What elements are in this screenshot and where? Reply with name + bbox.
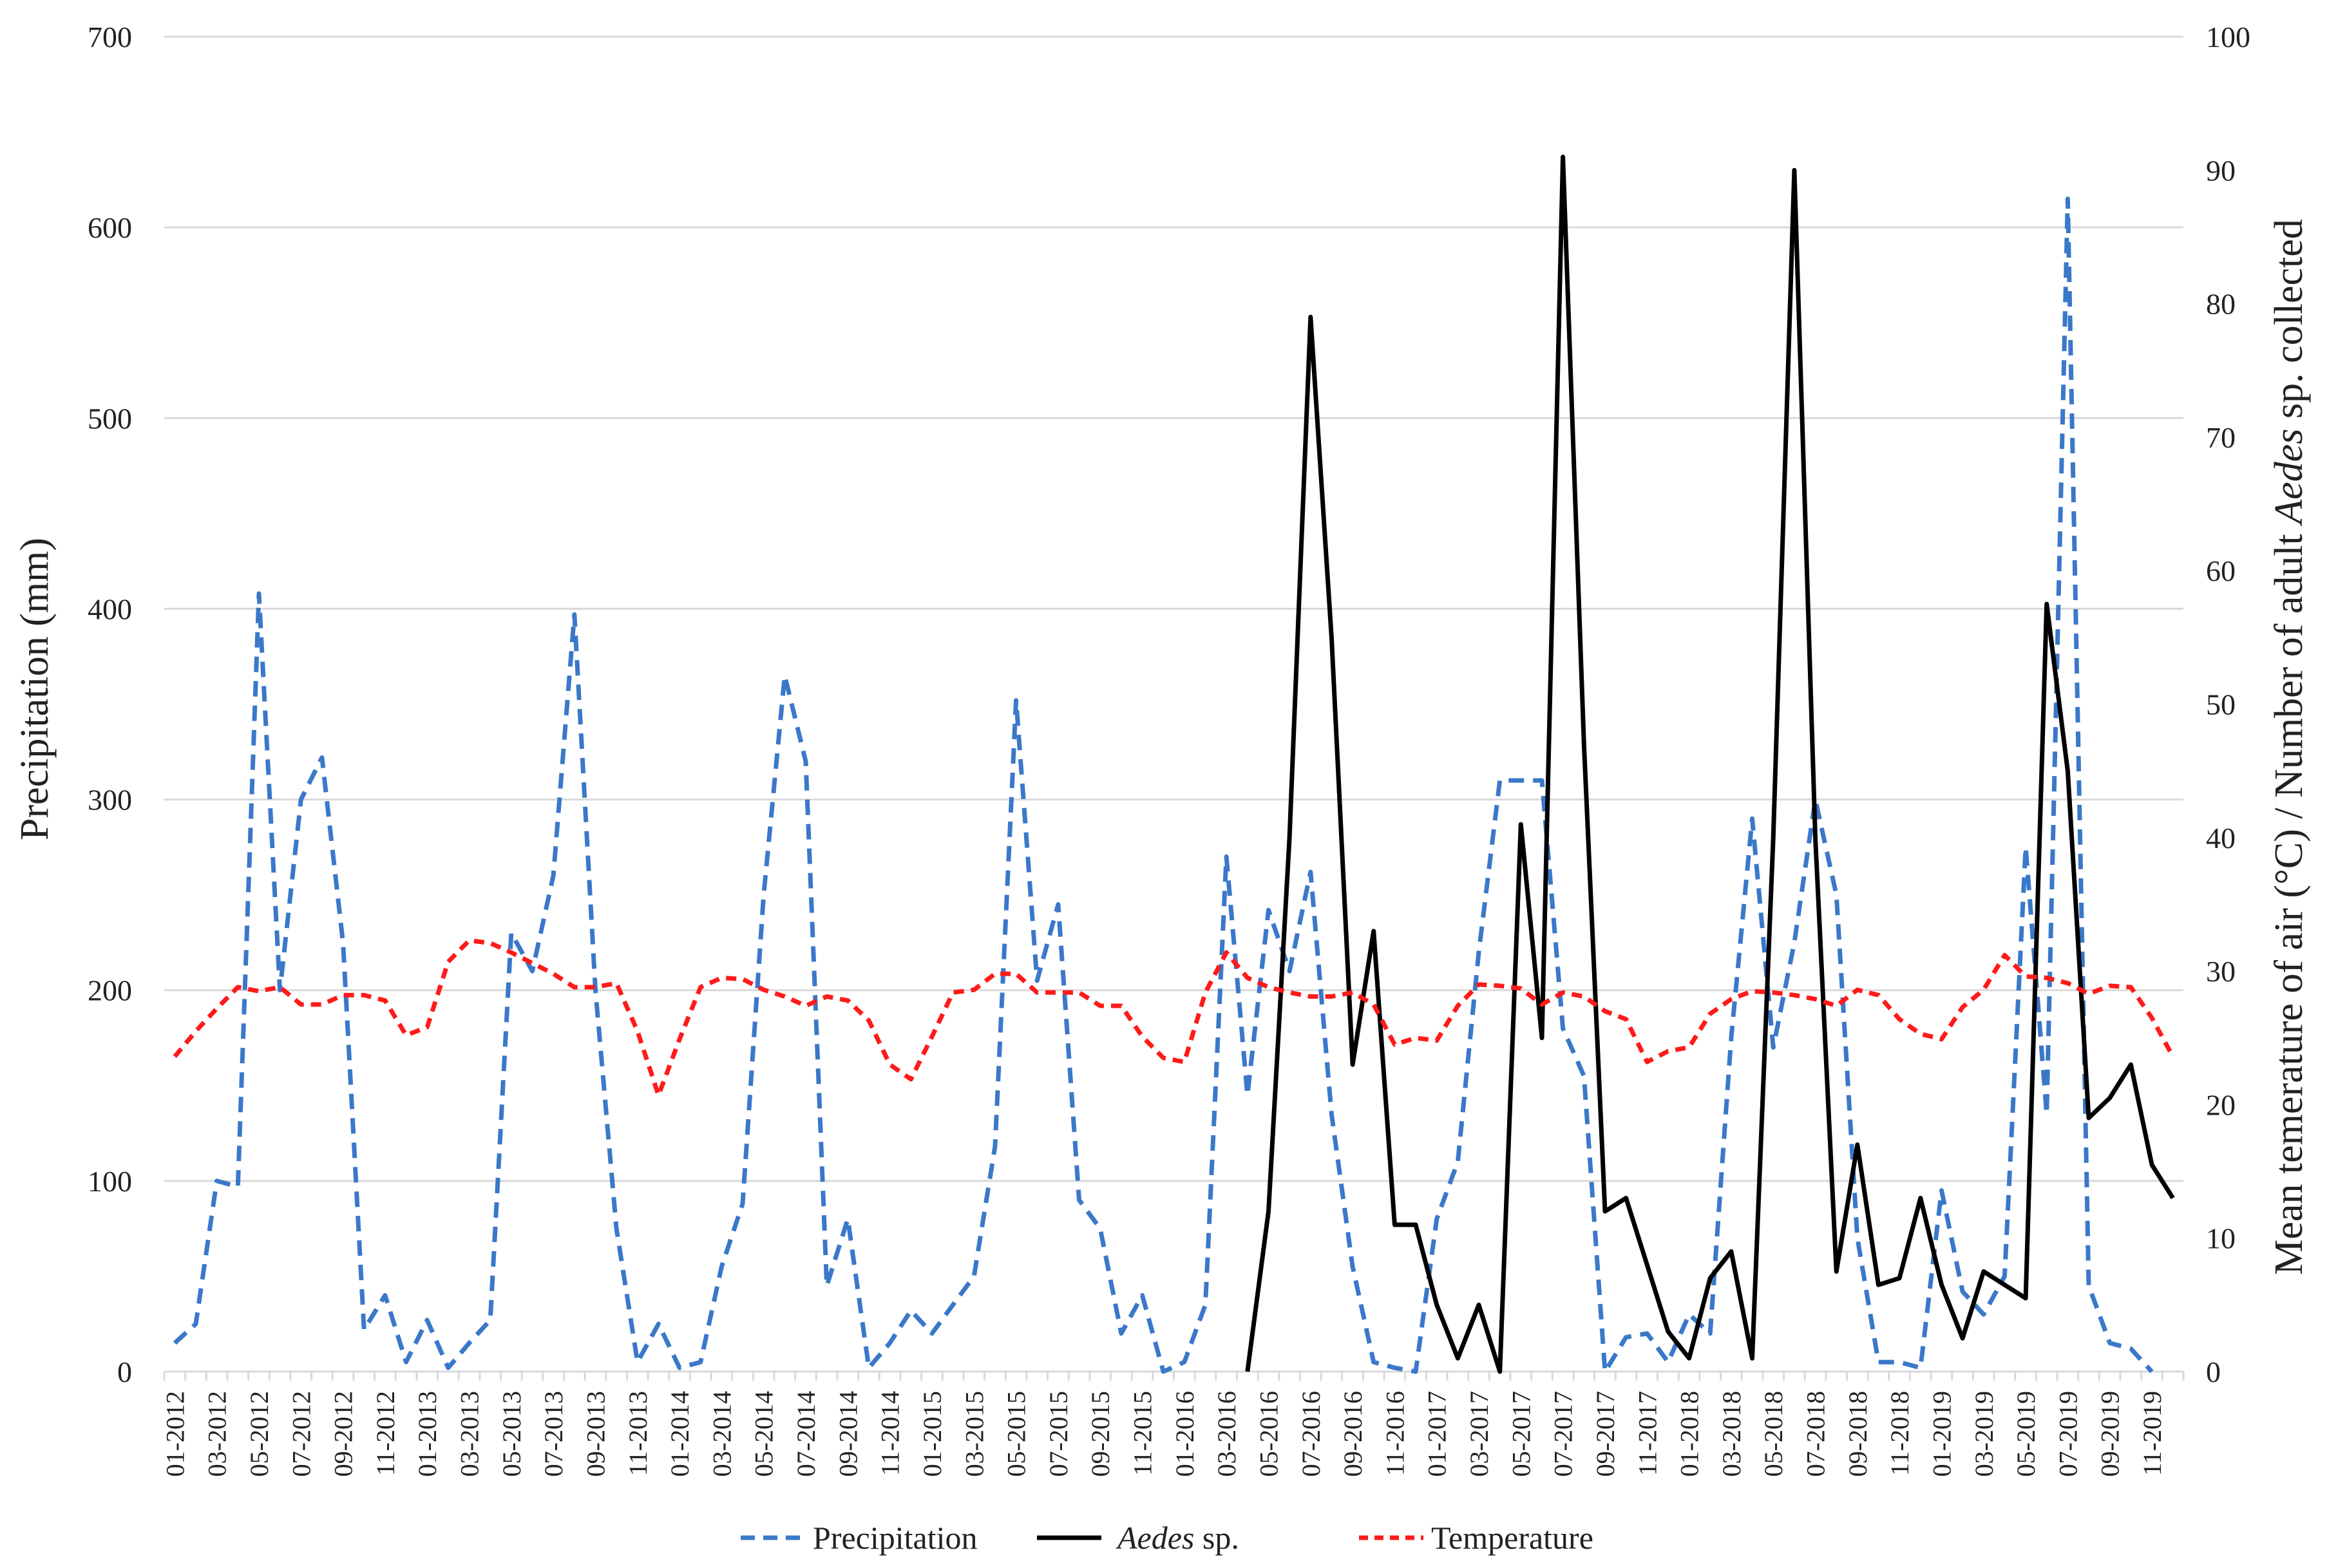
- x-tick-label: 09-2016: [1338, 1391, 1367, 1477]
- legend-aedes-rest: sp.: [1194, 1520, 1239, 1556]
- left-y-tick-label: 0: [117, 1355, 132, 1388]
- right-y-tick-label: 100: [2206, 21, 2250, 53]
- x-tick-label: 05-2017: [1506, 1391, 1535, 1477]
- right-y-tick-label: 30: [2206, 955, 2236, 988]
- x-tick-label: 03-2012: [203, 1391, 232, 1477]
- x-tick-label: 01-2017: [1423, 1391, 1452, 1477]
- x-tick-label: 07-2016: [1297, 1391, 1326, 1477]
- left-y-tick-label: 400: [88, 592, 132, 625]
- left-y-tick-label: 700: [88, 21, 132, 53]
- gridlines: [164, 35, 2183, 1373]
- x-tick-label: 05-2016: [1254, 1391, 1283, 1477]
- right-y-axis-title-part1: Mean temerature of air (°C) / Number of …: [2267, 524, 2311, 1275]
- right-y-tick-label: 90: [2206, 154, 2236, 187]
- left-y-axis-ticks: 0 100 200 300 400 500 600 700: [88, 21, 132, 1388]
- x-tick-label: 09-2014: [833, 1391, 862, 1477]
- x-tick-label: 07-2017: [1549, 1391, 1578, 1477]
- right-y-tick-label: 60: [2206, 554, 2236, 587]
- x-tick-label: 03-2018: [1717, 1391, 1746, 1477]
- x-tick-label: 01-2014: [665, 1391, 694, 1477]
- legend-aedes-italic: Aedes: [1116, 1520, 1194, 1556]
- right-y-axis-ticks: 0 10 20 30 40 50 60 70 80 90 100: [2206, 21, 2250, 1388]
- legend-temperature-label: Temperature: [1431, 1520, 1593, 1556]
- x-tick-label: 03-2014: [707, 1391, 736, 1477]
- legend-precipitation-label: Precipitation: [813, 1520, 978, 1556]
- x-tick-label: 07-2014: [792, 1391, 821, 1477]
- x-tick-label: 09-2018: [1843, 1391, 1872, 1477]
- right-y-tick-label: 70: [2206, 421, 2236, 454]
- x-tick-label: 11-2013: [623, 1391, 652, 1476]
- x-tick-label: 07-2018: [1801, 1391, 1830, 1477]
- x-tick-label: 03-2019: [1970, 1391, 1999, 1477]
- right-y-tick-label: 40: [2206, 822, 2236, 855]
- left-y-axis-title: Precipitation (mm): [13, 538, 57, 840]
- x-axis: 01-2012 03-2012 05-2012 07-2012 09-2012 11-20…: [160, 1372, 2185, 1477]
- x-tick-label: 07-2015: [1044, 1391, 1073, 1477]
- series-line-precipitation: [173, 196, 2154, 1374]
- right-y-tick-label: 10: [2206, 1222, 2236, 1255]
- left-y-tick-label: 100: [88, 1165, 132, 1198]
- x-tick-label: 05-2014: [750, 1391, 779, 1477]
- right-y-tick-label: 0: [2206, 1355, 2221, 1388]
- x-tick-label: 05-2015: [1002, 1391, 1031, 1477]
- x-tick-label: 05-2013: [497, 1391, 526, 1477]
- right-y-axis-title: Mean temerature of air (°C) / Number of …: [2267, 219, 2311, 1275]
- left-y-tick-label: 500: [88, 402, 132, 435]
- right-y-tick-label: 20: [2206, 1088, 2236, 1121]
- x-tick-label: 05-2018: [1759, 1391, 1788, 1477]
- x-tick-label: 03-2016: [1212, 1391, 1241, 1477]
- right-y-axis-title-part3: sp. collected: [2267, 219, 2311, 428]
- x-tick-label: 01-2018: [1675, 1391, 1704, 1477]
- series-line-aedes-sp: [1245, 155, 2175, 1374]
- x-tick-label: 03-2015: [960, 1391, 989, 1477]
- x-tick-label: 01-2019: [1927, 1391, 1956, 1477]
- series-lines: [173, 155, 2175, 1374]
- x-tick-label: 11-2016: [1380, 1391, 1409, 1476]
- x-tick-label: 11-2019: [2138, 1391, 2167, 1476]
- left-y-tick-label: 300: [88, 784, 132, 817]
- x-tick-label: 05-2019: [2011, 1391, 2040, 1477]
- x-tick-label: 05-2012: [245, 1391, 274, 1477]
- x-tick-label: 07-2012: [287, 1391, 316, 1477]
- legend: Precipitation Aedes sp. Temperature: [741, 1520, 1593, 1556]
- x-tick-label: 11-2012: [371, 1391, 400, 1476]
- x-tick-label: 03-2013: [455, 1391, 484, 1477]
- left-y-tick-label: 600: [88, 211, 132, 244]
- x-tick-label: 11-2015: [1128, 1391, 1157, 1476]
- right-y-tick-label: 80: [2206, 288, 2236, 321]
- right-y-axis-title-italic: Aedes: [2267, 429, 2311, 527]
- x-tick-label: 09-2019: [2096, 1391, 2125, 1477]
- x-tick-label: 01-2012: [160, 1391, 189, 1477]
- x-tick-label: 03-2017: [1465, 1391, 1494, 1477]
- x-tick-label: 09-2017: [1591, 1391, 1620, 1477]
- x-tick-label: 09-2013: [581, 1391, 610, 1477]
- x-tick-label: 11-2014: [876, 1391, 905, 1476]
- x-tick-label: 07-2019: [2053, 1391, 2082, 1477]
- legend-aedes-label: Aedes sp.: [1116, 1520, 1239, 1556]
- x-tick-label: 11-2018: [1885, 1391, 1914, 1476]
- x-tick-label: 11-2017: [1633, 1391, 1662, 1476]
- right-y-tick-label: 50: [2206, 688, 2236, 721]
- x-tick-label: 09-2015: [1086, 1391, 1115, 1477]
- x-tick-label: 07-2013: [539, 1391, 568, 1477]
- x-tick-label: 09-2012: [329, 1391, 358, 1477]
- series-line-temperature: [173, 938, 2175, 1098]
- x-tick-label: 01-2016: [1170, 1391, 1199, 1477]
- x-tick-label: 01-2013: [413, 1391, 442, 1477]
- left-y-tick-label: 200: [88, 974, 132, 1007]
- x-tick-label: 01-2015: [918, 1391, 947, 1477]
